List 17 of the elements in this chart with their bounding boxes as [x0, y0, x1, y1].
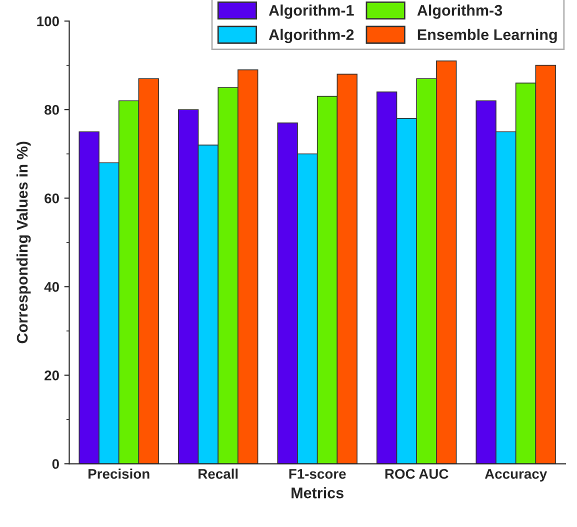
y-tick-label: 40: [44, 282, 59, 292]
x-tick-label: ROC AUC: [385, 468, 448, 479]
y-tick-label: 60: [44, 193, 59, 204]
x-tick-label: F1-score: [289, 469, 346, 479]
legend-label: Ensemble Learning: [418, 28, 557, 44]
y-tick-label: 100: [37, 16, 59, 26]
x-axis-title: Metrics: [292, 487, 344, 498]
legend-label: Algorithm-3: [417, 4, 502, 19]
legend-label: Algorithm-2: [268, 28, 354, 44]
y-tick-label: 80: [44, 104, 59, 115]
y-tick-label: 20: [44, 370, 59, 380]
legend-label: Algorithm-1: [268, 4, 354, 19]
x-tick-label: Accuracy: [484, 469, 548, 482]
y-tick-label: 0: [52, 459, 59, 469]
y-axis-title: Corresponding Values in %): [16, 142, 31, 344]
x-tick-label: Precision: [88, 468, 150, 479]
x-tick-label: Recall: [198, 468, 238, 479]
